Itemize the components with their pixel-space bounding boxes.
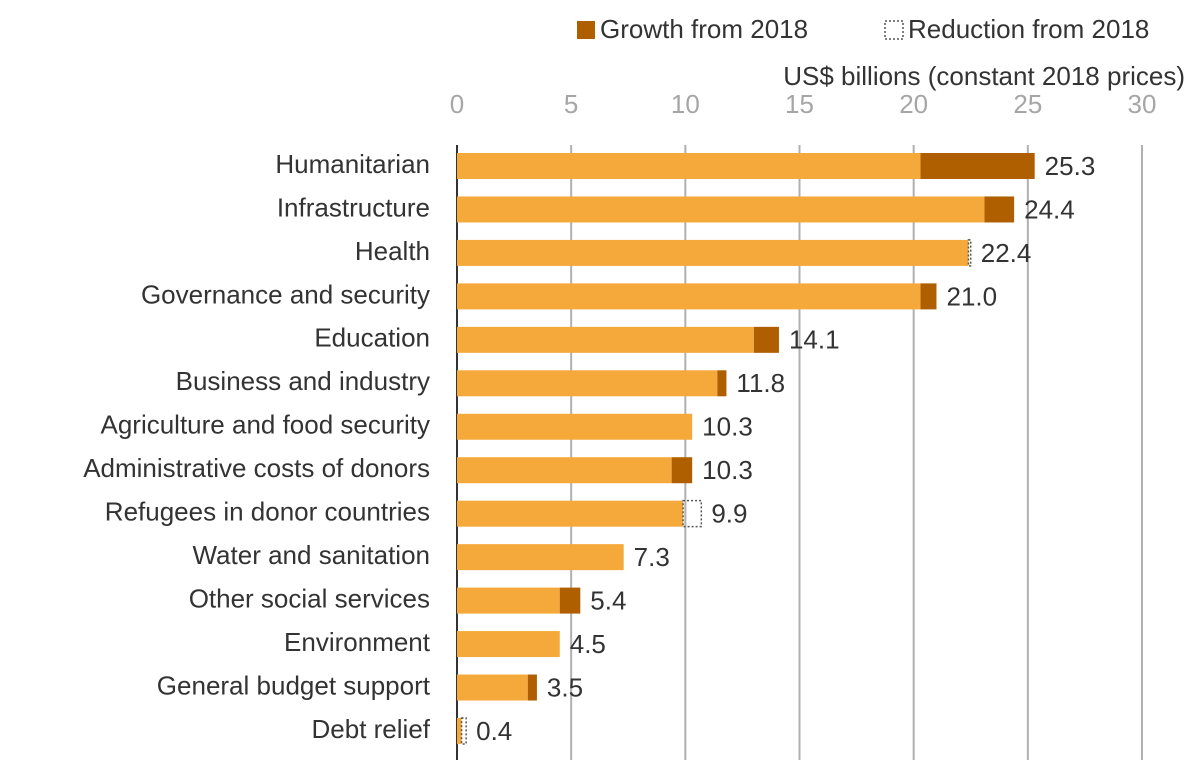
total-label: 7.3: [634, 542, 670, 572]
growth-bar: [527, 674, 537, 701]
base-bar: [457, 587, 560, 614]
category-label: Governance and security: [141, 279, 430, 309]
base-bar: [457, 544, 624, 571]
total-label: 0.4: [476, 716, 512, 746]
total-label: 21.0: [947, 281, 998, 311]
total-label: 3.5: [547, 672, 583, 702]
total-label: 10.3: [702, 455, 753, 485]
reduction-bar: [967, 239, 972, 267]
legend-swatch: [577, 21, 595, 39]
total-label: 24.4: [1024, 194, 1075, 224]
category-label: Environment: [284, 627, 431, 657]
category-label: Infrastructure: [277, 192, 430, 222]
base-bar: [457, 500, 684, 527]
growth-bar: [920, 153, 1035, 179]
total-label: 11.8: [736, 368, 785, 398]
growth-bar: [717, 370, 727, 397]
base-bar: [457, 196, 985, 223]
base-bar: [457, 153, 921, 179]
legend-label: Reduction from 2018: [908, 14, 1149, 44]
total-label: 14.1: [789, 325, 840, 355]
category-label: Administrative costs of donors: [83, 453, 430, 483]
x-tick-label: 25: [1013, 89, 1042, 119]
growth-bar: [559, 587, 581, 614]
category-label: Health: [355, 236, 430, 266]
base-bar: [457, 413, 693, 440]
category-label: Refugees in donor countries: [105, 497, 430, 527]
x-tick-label: 20: [899, 89, 928, 119]
base-bar: [457, 283, 921, 310]
x-tick-label: 10: [671, 89, 700, 119]
category-label: Agriculture and food security: [100, 410, 430, 440]
category-label: Debt relief: [312, 714, 431, 744]
growth-bar: [753, 326, 779, 353]
base-bar: [457, 717, 462, 744]
category-label: Water and sanitation: [192, 540, 430, 570]
base-bar: [457, 631, 560, 658]
category-label: Business and industry: [176, 366, 430, 396]
base-bar: [457, 239, 969, 266]
category-label: Education: [314, 323, 430, 353]
growth-bar: [671, 457, 693, 484]
category-label: Humanitarian: [275, 149, 430, 179]
growth-bar: [984, 196, 1015, 223]
base-bar: [457, 457, 672, 484]
total-label: 10.3: [702, 412, 753, 442]
total-label: 25.3: [1045, 151, 1096, 181]
reduction-bar: [460, 717, 467, 745]
axis-label: US$ billions (constant 2018 prices): [783, 61, 1185, 91]
total-label: 9.9: [711, 499, 747, 529]
total-label: 4.5: [570, 629, 606, 659]
x-tick-label: 30: [1128, 89, 1157, 119]
x-tick-label: 5: [564, 89, 578, 119]
x-tick-label: 0: [450, 89, 464, 119]
reduction-bar: [682, 499, 703, 528]
legend-label: Growth from 2018: [600, 14, 808, 44]
total-label: 22.4: [981, 238, 1032, 268]
base-bar: [457, 370, 718, 397]
base-bar: [457, 674, 528, 701]
x-tick-label: 15: [785, 89, 814, 119]
category-label: General budget support: [157, 670, 431, 700]
legend-swatch: [884, 20, 904, 40]
category-label: Other social services: [189, 583, 430, 613]
total-label: 5.4: [590, 585, 626, 615]
base-bar: [457, 326, 754, 353]
growth-bar: [920, 283, 937, 310]
